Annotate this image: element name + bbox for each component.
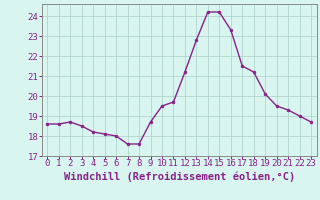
X-axis label: Windchill (Refroidissement éolien,°C): Windchill (Refroidissement éolien,°C) [64, 171, 295, 182]
